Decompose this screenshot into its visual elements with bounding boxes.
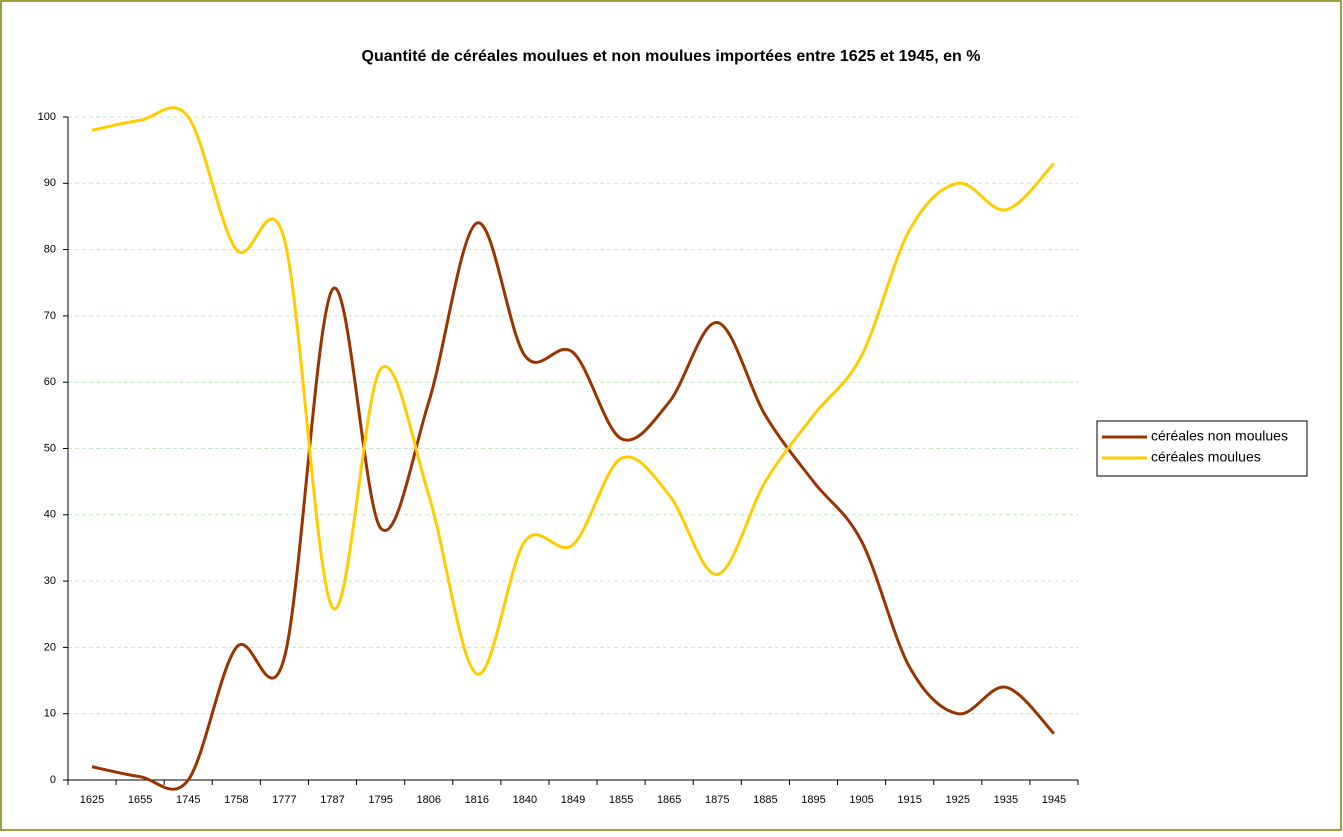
x-tick-label: 1865 bbox=[657, 794, 681, 806]
x-tick-label: 1855 bbox=[609, 794, 633, 806]
x-tick-label: 1777 bbox=[272, 794, 296, 806]
y-tick-label: 40 bbox=[44, 509, 56, 521]
x-tick-label: 1745 bbox=[176, 794, 200, 806]
x-tick-label: 1840 bbox=[513, 794, 537, 806]
y-tick-label: 0 bbox=[50, 774, 56, 786]
x-tick-label: 1935 bbox=[994, 794, 1018, 806]
x-tick-label: 1915 bbox=[897, 794, 921, 806]
x-tick-label: 1625 bbox=[80, 794, 104, 806]
x-tick-label: 1758 bbox=[224, 794, 248, 806]
y-tick-label: 90 bbox=[44, 177, 56, 189]
y-tick-label: 100 bbox=[38, 111, 56, 123]
x-tick-label: 1945 bbox=[1042, 794, 1066, 806]
y-tick-label: 20 bbox=[44, 641, 56, 653]
y-tick-label: 10 bbox=[44, 708, 56, 720]
x-tick-label: 1816 bbox=[465, 794, 489, 806]
legend-label: céréales non moulues bbox=[1151, 428, 1288, 444]
legend-label: céréales moulues bbox=[1151, 449, 1261, 465]
x-tick-label: 1806 bbox=[416, 794, 440, 806]
series-line bbox=[91, 221, 1056, 791]
y-tick-label: 60 bbox=[44, 376, 56, 388]
x-tick-label: 1849 bbox=[561, 794, 585, 806]
series-line bbox=[91, 106, 1056, 676]
x-tick-label: 1655 bbox=[128, 794, 152, 806]
x-tick-label: 1795 bbox=[368, 794, 392, 806]
x-tick-label: 1875 bbox=[705, 794, 729, 806]
chart-title: Quantité de céréales moulues et non moul… bbox=[362, 48, 981, 65]
x-tick-label: 1925 bbox=[946, 794, 970, 806]
x-tick-label: 1895 bbox=[801, 794, 825, 806]
y-tick-label: 50 bbox=[44, 442, 56, 454]
x-tick-label: 1885 bbox=[753, 794, 777, 806]
y-tick-label: 80 bbox=[44, 244, 56, 256]
y-tick-label: 70 bbox=[44, 310, 56, 322]
x-tick-label: 1905 bbox=[849, 794, 873, 806]
legend-box bbox=[1096, 420, 1308, 477]
x-tick-label: 1787 bbox=[320, 794, 344, 806]
y-tick-label: 30 bbox=[44, 575, 56, 587]
